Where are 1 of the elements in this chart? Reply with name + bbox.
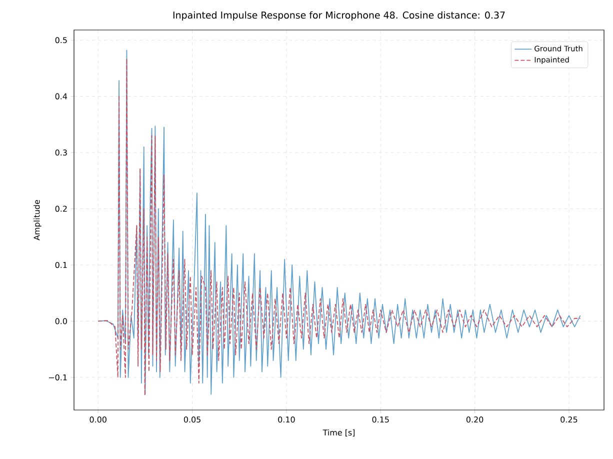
chart-title: Inpainted Impulse Response for Microphone 48. Cosine distance: 0.37: [173, 11, 505, 20]
